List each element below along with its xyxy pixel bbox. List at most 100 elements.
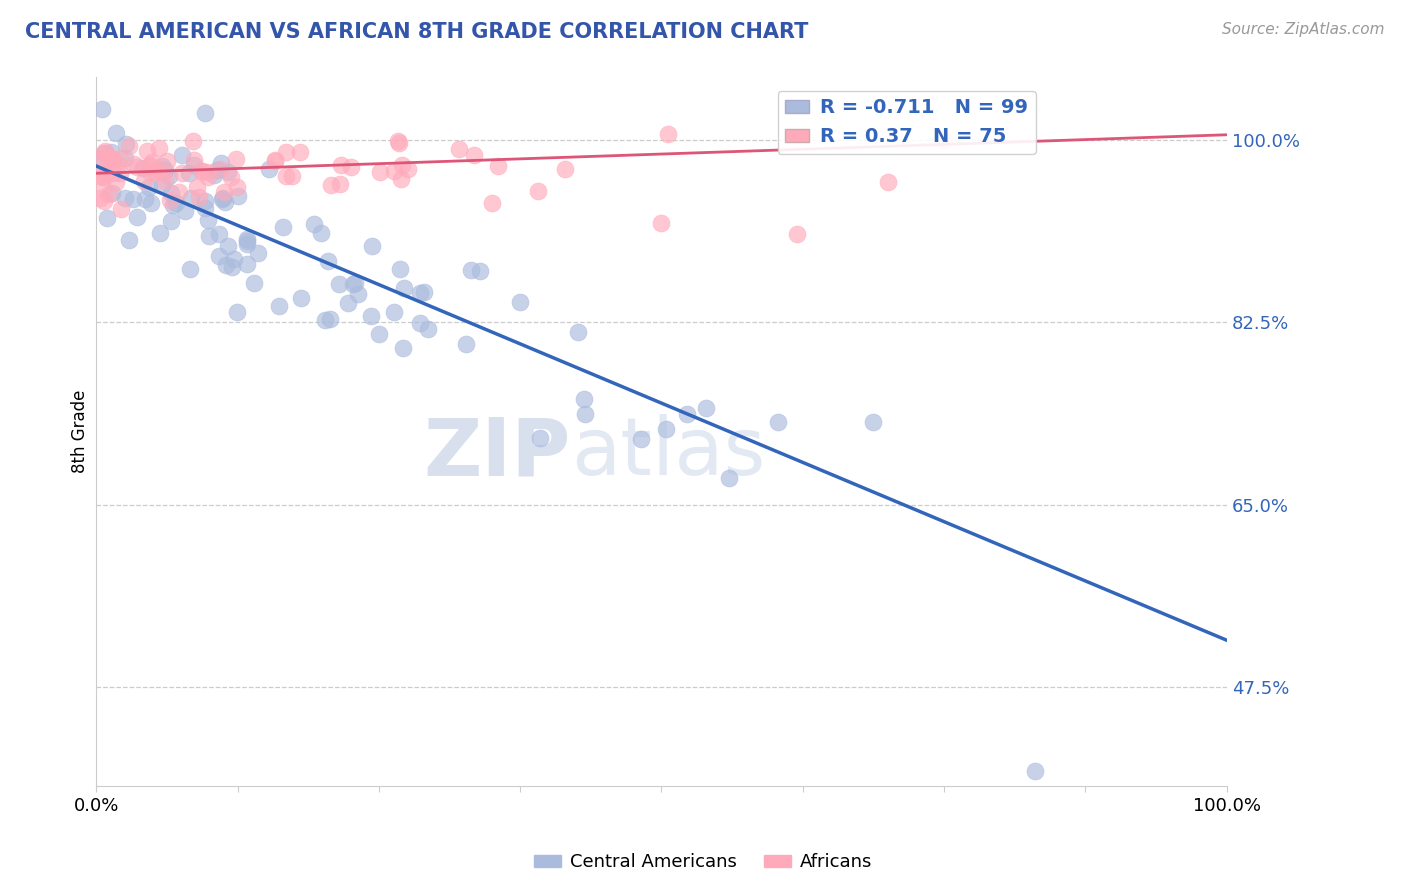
Point (93, 194, 115, 208)
Point (114, 151, 136, 165)
Point (198, 228, 221, 243)
Point (98, 150, 121, 164)
Point (786, 227, 808, 241)
Point (675, 407, 697, 421)
Point (368, 165, 391, 179)
Point (134, 192, 156, 206)
Point (650, 216, 672, 230)
Point (264, 154, 287, 169)
Legend: Central Americans, Africans: Central Americans, Africans (526, 847, 880, 879)
Point (236, 236, 259, 251)
Point (219, 169, 242, 184)
Point (225, 152, 247, 166)
Point (319, 312, 342, 326)
Point (236, 234, 259, 248)
Point (456, 336, 478, 351)
Point (205, 162, 228, 177)
Point (235, 257, 257, 271)
Point (91, 152, 114, 166)
Point (509, 295, 531, 310)
Point (567, 325, 589, 339)
Point (309, 226, 332, 240)
Point (302, 217, 325, 231)
Point (276, 169, 298, 183)
Point (167, 186, 190, 200)
Point (207, 227, 229, 242)
Point (321, 178, 343, 192)
Point (141, 154, 163, 169)
Point (195, 165, 218, 179)
Point (314, 313, 336, 327)
Point (122, 192, 145, 206)
Point (1024, 764, 1046, 778)
Point (114, 191, 136, 205)
Point (211, 191, 233, 205)
Point (388, 261, 411, 276)
Point (93, 146, 115, 161)
Point (153, 174, 176, 188)
Point (139, 160, 162, 174)
Point (413, 285, 436, 300)
Point (101, 186, 124, 200)
Point (226, 189, 249, 203)
Point (134, 173, 156, 187)
Point (98, 186, 121, 201)
Point (156, 154, 179, 169)
Point (768, 415, 790, 429)
Point (202, 168, 225, 182)
Text: ZIP: ZIP (423, 414, 571, 492)
Point (91, 181, 114, 195)
Point (100, 152, 122, 166)
Point (212, 186, 235, 200)
Point (194, 201, 217, 215)
Point (389, 171, 412, 186)
Point (100, 154, 122, 169)
Point (339, 160, 361, 174)
Point (187, 190, 209, 204)
Point (93, 145, 115, 160)
Point (90, 165, 112, 179)
Point (460, 262, 482, 277)
Point (93, 169, 115, 184)
Point (328, 277, 350, 291)
Point (654, 422, 676, 436)
Point (160, 213, 183, 227)
Point (343, 276, 366, 290)
Point (146, 163, 169, 178)
Point (409, 316, 432, 330)
Point (108, 151, 131, 165)
Point (342, 277, 364, 291)
Point (276, 145, 298, 159)
Point (316, 253, 339, 268)
Point (271, 219, 294, 234)
Point (463, 148, 485, 162)
Point (382, 304, 405, 318)
Point (135, 145, 157, 159)
Legend: R = -0.711   N = 99, R = 0.37   N = 75: R = -0.711 N = 99, R = 0.37 N = 75 (778, 91, 1036, 154)
Point (91, 169, 114, 184)
Point (197, 213, 219, 227)
Point (486, 159, 509, 173)
Point (387, 136, 409, 150)
Text: Source: ZipAtlas.com: Source: ZipAtlas.com (1222, 22, 1385, 37)
Point (242, 276, 264, 290)
Point (179, 261, 201, 276)
Text: CENTRAL AMERICAN VS AFRICAN 8TH GRADE CORRELATION CHART: CENTRAL AMERICAN VS AFRICAN 8TH GRADE CO… (25, 22, 808, 42)
Point (329, 177, 352, 191)
Point (387, 134, 409, 148)
Point (447, 142, 470, 156)
Point (139, 158, 162, 172)
Point (360, 239, 382, 253)
Point (157, 169, 180, 184)
Point (529, 431, 551, 445)
Point (263, 153, 285, 167)
Point (125, 161, 148, 175)
Point (172, 166, 194, 180)
Point (290, 145, 312, 160)
Point (360, 310, 382, 324)
Point (139, 195, 162, 210)
Point (124, 157, 146, 171)
Point (208, 162, 231, 177)
Point (211, 192, 233, 206)
Point (181, 134, 204, 148)
